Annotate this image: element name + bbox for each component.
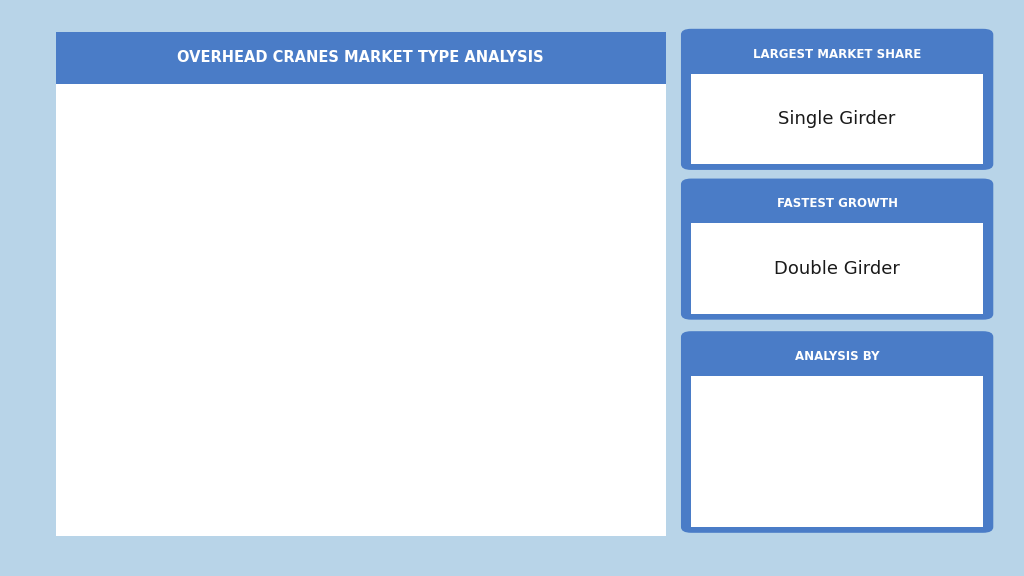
Text: Double Girder: Double Girder (774, 260, 900, 278)
Text: 56%: 56% (251, 329, 294, 347)
Text: ANALYSIS BY: ANALYSIS BY (795, 350, 880, 363)
Text: BUSINESS INTELLIGENCE: BUSINESS INTELLIGENCE (790, 509, 885, 518)
Legend: Single Girder, Double Girder: Single Girder, Double Girder (417, 260, 550, 339)
Bar (874, 423, 900, 493)
Wedge shape (98, 158, 246, 442)
Text: Single Girder: Single Girder (778, 110, 896, 128)
Text: OVERHEAD CRANES MARKET TYPE ANALYSIS: OVERHEAD CRANES MARKET TYPE ANALYSIS (177, 50, 544, 65)
Bar (812, 416, 838, 493)
Text: LARGEST MARKET SHARE: LARGEST MARKET SHARE (753, 48, 922, 60)
Bar (780, 434, 806, 493)
Bar (844, 402, 868, 493)
Text: FASTEST GROWTH: FASTEST GROWTH (776, 198, 898, 210)
Circle shape (175, 234, 316, 376)
Text: EVOLVE: EVOLVE (790, 488, 885, 507)
Wedge shape (191, 158, 393, 453)
